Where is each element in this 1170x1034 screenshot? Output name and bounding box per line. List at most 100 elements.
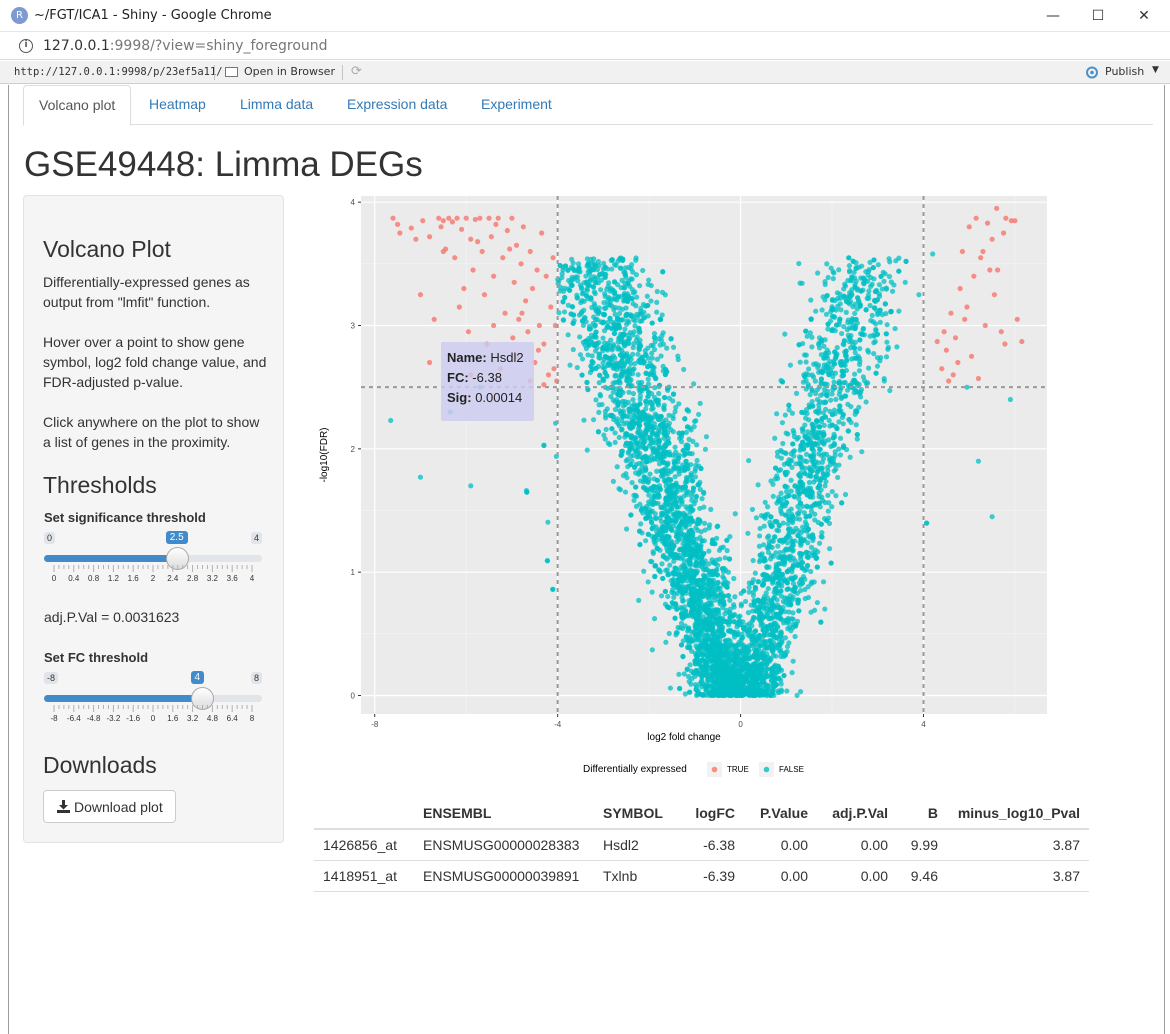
slider-min-label: 0 xyxy=(44,532,56,544)
data-point-false xyxy=(778,689,785,695)
data-point-false xyxy=(699,496,705,502)
data-point-false xyxy=(807,453,814,459)
data-point-false xyxy=(666,412,672,418)
download-plot-label: Download plot xyxy=(74,799,163,815)
data-point-false xyxy=(587,271,593,278)
refresh-icon[interactable]: ⟳ xyxy=(351,64,362,79)
slider-handle[interactable] xyxy=(166,547,190,570)
data-point-false xyxy=(786,492,792,499)
data-point-false xyxy=(753,515,760,521)
tab-experiment[interactable]: Experiment xyxy=(481,96,552,112)
data-point-false xyxy=(784,688,790,694)
tab-volcano-plot[interactable]: Volcano plot xyxy=(23,85,132,126)
data-point-false xyxy=(852,349,858,356)
data-point-false xyxy=(765,504,771,510)
data-point-false xyxy=(714,572,720,578)
data-point-false xyxy=(667,685,674,691)
data-point-false xyxy=(816,362,822,368)
tab-expression-data[interactable]: Expression data xyxy=(347,96,448,112)
data-point-false xyxy=(865,268,872,275)
data-point-false xyxy=(685,673,692,680)
data-point-false xyxy=(598,287,604,293)
data-point-false xyxy=(789,410,796,416)
data-point-false xyxy=(829,296,836,303)
slider-tick-label: 6.4 xyxy=(226,714,238,723)
open-in-browser-icon[interactable] xyxy=(225,67,238,77)
data-point-false xyxy=(749,633,755,639)
data-point-false xyxy=(703,603,709,609)
slider-tick-label: -3.2 xyxy=(106,714,121,723)
significance-slider[interactable]: 0 4 2.5 0 0.4 0.8 1.2 1.6 2 2.4 2.8 3.2 3.6 4 xyxy=(44,531,262,592)
data-point-false xyxy=(613,372,619,378)
data-point-false xyxy=(742,598,749,605)
data-point-false xyxy=(822,278,828,285)
volcano-plot[interactable]: -8 -4 0 4 0 1 2 3 4 log2 fold change -log10(FDR) Di… xyxy=(305,193,1105,783)
publish-dropdown-icon[interactable]: ▼ xyxy=(1152,65,1159,75)
data-point-false xyxy=(829,488,835,495)
data-point-false xyxy=(671,590,677,596)
data-point-false xyxy=(631,497,637,504)
data-point-false xyxy=(706,561,712,567)
data-point-false xyxy=(629,261,635,268)
data-point-false xyxy=(666,630,672,637)
tab-heatmap[interactable]: Heatmap xyxy=(149,96,206,112)
data-point-false xyxy=(813,473,819,479)
data-point-false xyxy=(645,345,651,351)
data-point-false xyxy=(783,599,789,606)
data-point-false xyxy=(677,625,683,631)
data-point-false xyxy=(664,461,670,468)
data-point-false xyxy=(781,548,787,554)
data-point-false xyxy=(628,434,634,441)
minimize-icon[interactable]: — xyxy=(1046,8,1060,24)
slider-fill xyxy=(44,555,178,562)
url-text[interactable]: 127.0.0.1:9998/?view=shiny_foreground xyxy=(43,38,328,54)
data-point-false xyxy=(637,337,643,343)
data-point-false xyxy=(826,372,832,378)
data-point-false xyxy=(597,355,603,361)
maximize-icon[interactable]: ☐ xyxy=(1091,8,1105,24)
data-point-false xyxy=(654,468,660,474)
data-point-false xyxy=(687,662,693,668)
data-point-false xyxy=(809,579,815,585)
slider-max-label: 4 xyxy=(250,532,262,544)
site-info-icon[interactable]: i xyxy=(19,39,33,53)
data-point-false xyxy=(860,275,866,281)
data-point-false xyxy=(646,277,652,283)
data-point-false xyxy=(825,468,831,474)
data-point-false xyxy=(783,488,790,495)
significance-slider-label: Set significance threshold xyxy=(44,510,206,525)
address-bar[interactable] xyxy=(0,32,1170,60)
fc-slider[interactable]: -8 8 4 -8 -6.4 -4.8 -3.2 -1.6 0 1.6 3.2 4.8 6.4 8 xyxy=(44,671,262,732)
data-point-false xyxy=(585,352,591,358)
data-point-false xyxy=(828,560,834,566)
data-point-false xyxy=(765,632,771,638)
slider-handle[interactable] xyxy=(191,687,214,710)
publish-icon[interactable] xyxy=(1085,66,1099,79)
data-point-false xyxy=(797,457,803,463)
download-plot-button[interactable]: Download plot xyxy=(43,790,176,823)
data-point-false xyxy=(873,327,879,333)
close-icon[interactable]: ✕ xyxy=(1138,8,1150,24)
data-point-false xyxy=(818,392,824,398)
data-point-false xyxy=(839,500,845,506)
data-point-false xyxy=(680,653,686,660)
data-point-false xyxy=(829,422,835,428)
open-in-browser-button[interactable]: Open in Browser xyxy=(244,65,335,78)
data-point-false xyxy=(699,657,706,663)
data-point-false xyxy=(694,442,700,448)
data-point-false xyxy=(853,422,859,428)
data-point-false xyxy=(789,670,795,676)
slider-ticks xyxy=(53,565,253,572)
data-point-false xyxy=(649,355,655,361)
shiny-app: Volcano plot Heatmap Limma data Expressi… xyxy=(8,85,1165,1034)
data-point-false xyxy=(657,485,663,492)
data-point-false xyxy=(752,628,759,634)
data-point-false xyxy=(773,635,780,641)
data-point-false xyxy=(642,314,648,320)
data-point-false xyxy=(689,451,695,457)
data-point-false xyxy=(645,281,651,288)
tab-limma-data[interactable]: Limma data xyxy=(240,96,314,112)
publish-button[interactable]: Publish xyxy=(1105,65,1145,78)
data-point-false xyxy=(715,628,721,634)
